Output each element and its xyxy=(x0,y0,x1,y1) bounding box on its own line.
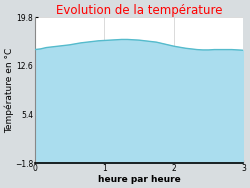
X-axis label: heure par heure: heure par heure xyxy=(98,175,180,184)
Y-axis label: Température en °C: Température en °C xyxy=(4,48,14,133)
Title: Evolution de la température: Evolution de la température xyxy=(56,4,222,17)
